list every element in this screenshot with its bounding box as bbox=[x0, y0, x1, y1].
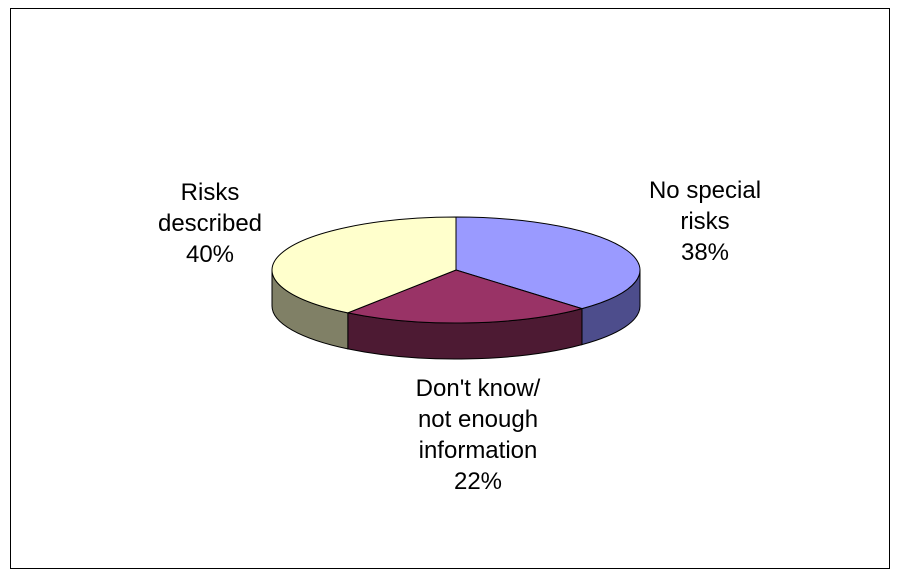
slice-label-dont_know: Don't know/not enough information 22% bbox=[416, 375, 541, 495]
pie-labels: No special risks 38% Don't know/not enough i… bbox=[158, 177, 761, 495]
slice-label-risks_described: Risks described 40% bbox=[158, 179, 262, 268]
pie-slice-no_special bbox=[455, 216, 641, 310]
slice-label-line: risks bbox=[680, 208, 729, 235]
slice-percent-dont_know: 22% bbox=[454, 468, 502, 495]
slice-label-line: Don't know/ bbox=[416, 375, 541, 402]
slice-label-line: information bbox=[419, 437, 538, 464]
slice-label-line: Risks bbox=[181, 179, 240, 206]
slice-label-no_special: No special risks 38% bbox=[649, 177, 761, 266]
pie-tops bbox=[271, 216, 641, 324]
slice-label-line: not enough bbox=[418, 406, 538, 433]
pie-slice-risks_described bbox=[271, 216, 457, 314]
slice-percent-risks_described: 40% bbox=[186, 241, 234, 268]
slice-percent-no_special: 38% bbox=[681, 239, 729, 266]
slice-label-line: described bbox=[158, 210, 262, 237]
pie-slice-dont_know bbox=[346, 269, 584, 324]
slice-label-line: No special bbox=[649, 177, 761, 204]
